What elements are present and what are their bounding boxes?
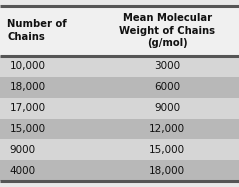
- Text: 12,000: 12,000: [149, 124, 185, 134]
- Text: 18,000: 18,000: [10, 82, 46, 92]
- Bar: [0, 140, 239, 160]
- Text: Mean Molecular
Weight of Chains
(g/mol): Mean Molecular Weight of Chains (g/mol): [119, 13, 215, 48]
- Bar: [0, 119, 239, 140]
- Text: 15,000: 15,000: [149, 145, 185, 155]
- Bar: [0, 77, 239, 98]
- Text: 17,000: 17,000: [10, 103, 46, 113]
- Bar: [0, 98, 239, 119]
- Text: Number of
Chains: Number of Chains: [7, 19, 67, 42]
- Bar: [0, 160, 239, 181]
- Bar: [0, 6, 239, 56]
- Bar: [0, 56, 239, 77]
- Text: 4000: 4000: [10, 166, 36, 176]
- Text: 3000: 3000: [154, 61, 180, 71]
- Text: 18,000: 18,000: [149, 166, 185, 176]
- Text: 10,000: 10,000: [10, 61, 46, 71]
- Text: 6000: 6000: [154, 82, 180, 92]
- Text: 15,000: 15,000: [10, 124, 46, 134]
- Text: 9000: 9000: [154, 103, 180, 113]
- Text: 9000: 9000: [10, 145, 36, 155]
